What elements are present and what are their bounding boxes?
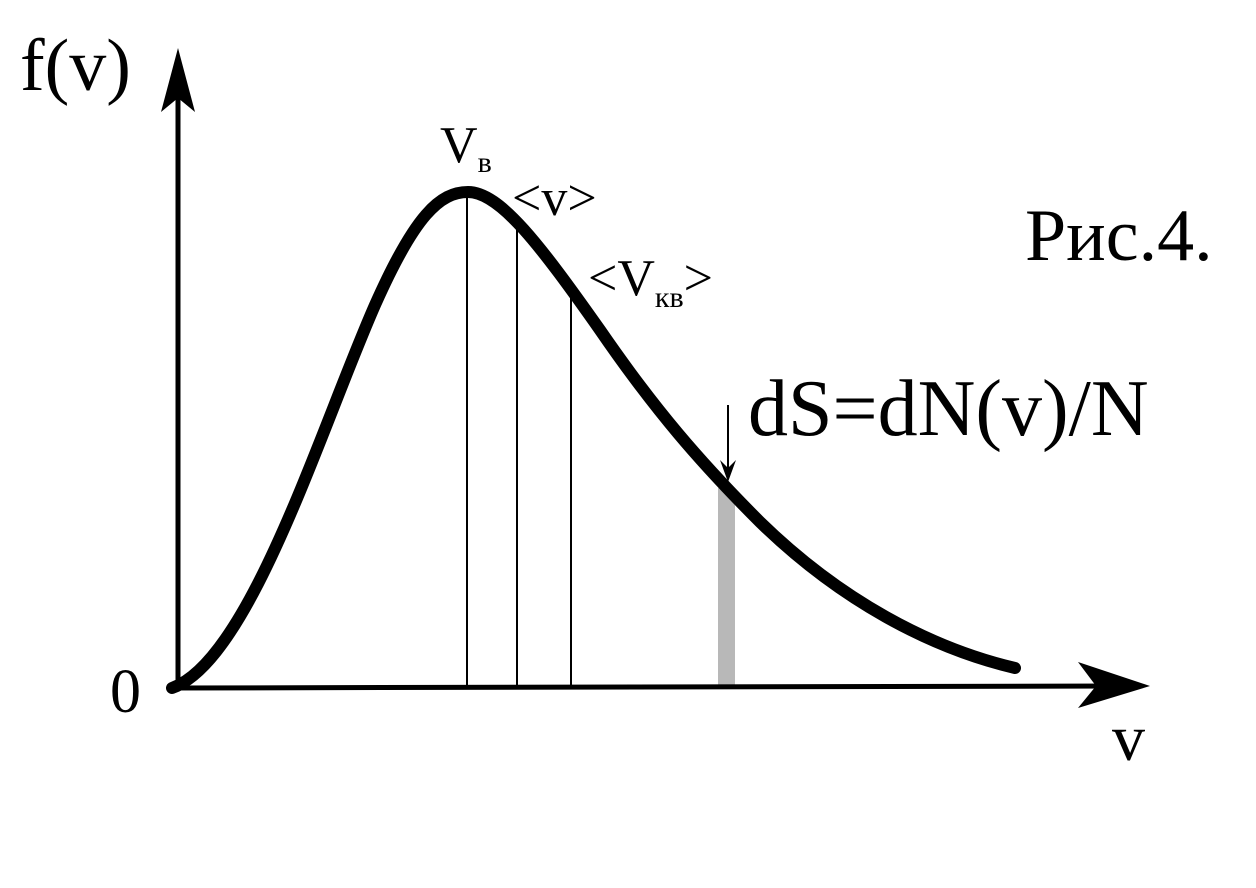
- marker-label-main: V: [440, 117, 478, 174]
- y-axis-label: f(v): [20, 25, 131, 107]
- caption: Рис.4.: [1025, 195, 1213, 277]
- x-axis: [171, 683, 1121, 691]
- y-axis-arrow: [161, 48, 195, 112]
- marker-label: Vв: [440, 117, 492, 179]
- marker-label: <v>: [512, 170, 597, 227]
- marker-label: <Vкв>: [588, 250, 713, 314]
- marker-label-main: <V: [588, 250, 655, 307]
- distribution-curve: [166, 185, 1021, 694]
- x-axis-arrow: [1078, 662, 1150, 708]
- pointer-arrow: [720, 460, 736, 482]
- x-axis-label: v: [1112, 702, 1145, 775]
- marker-label-suffix: >: [684, 250, 713, 307]
- shaded-strip: [718, 488, 735, 688]
- origin-label: 0: [110, 658, 141, 726]
- marker-label-subscript: в: [478, 146, 492, 179]
- annotation: dS=dN(v)/N: [748, 365, 1149, 453]
- marker-label-subscript: кв: [655, 281, 684, 314]
